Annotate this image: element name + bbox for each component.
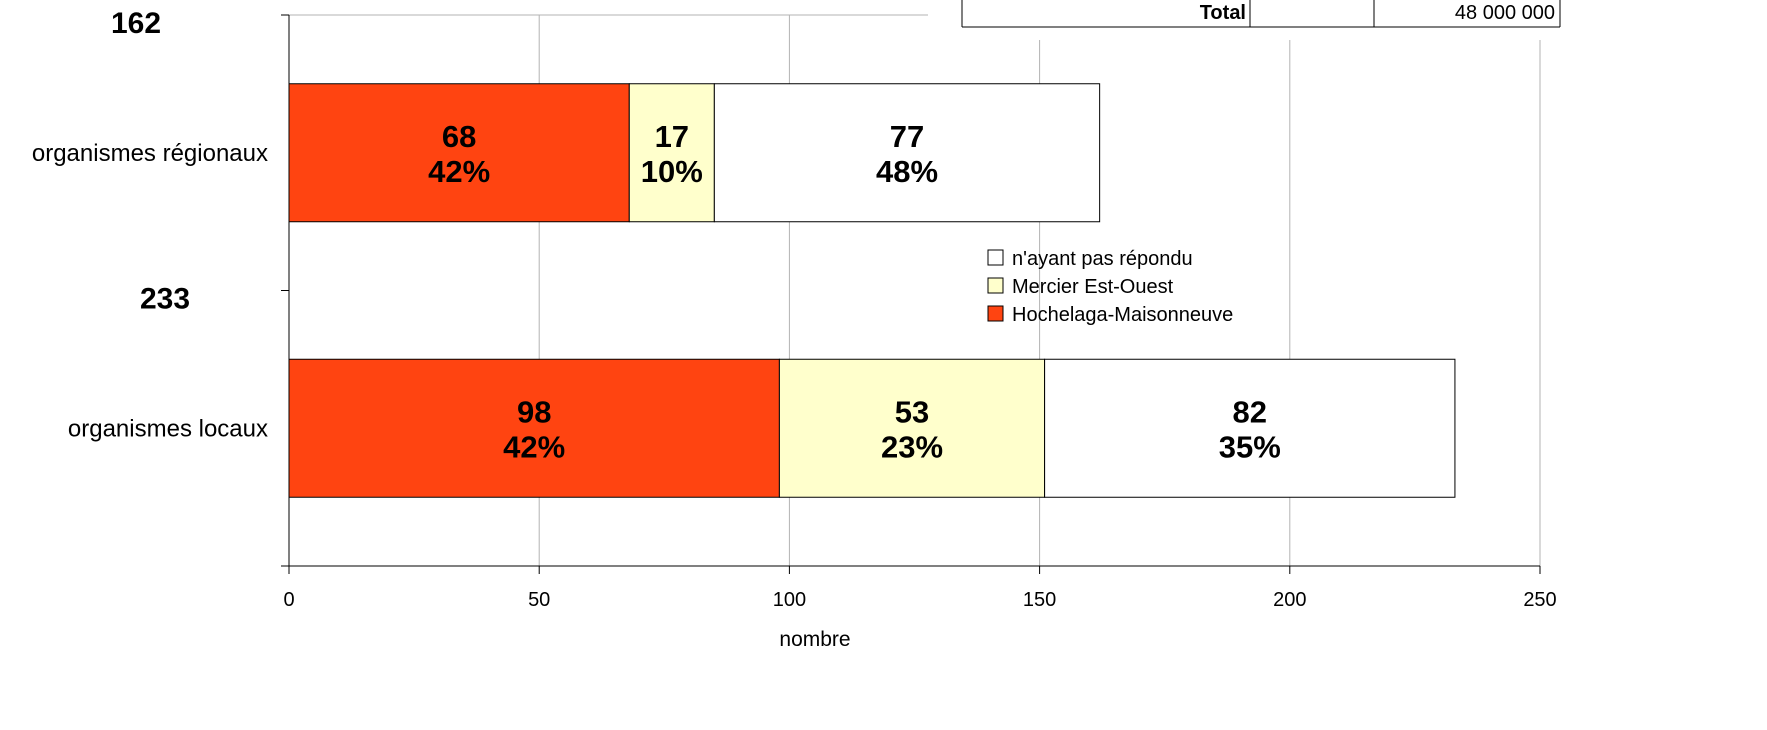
x-tick-label: 0 — [283, 589, 294, 611]
bar-segment — [288, 83, 630, 223]
bar-segment — [778, 358, 1046, 498]
bar-percent-label: 23% — [881, 429, 943, 464]
x-tick-label: 100 — [773, 589, 806, 611]
x-tick-label: 200 — [1273, 589, 1306, 611]
table-total-label: Total — [1200, 2, 1246, 24]
bar-value-label: 77 — [890, 119, 924, 154]
bar-value-label: 98 — [517, 394, 551, 429]
bar-value-label: 17 — [655, 119, 689, 154]
legend-swatch — [987, 249, 1004, 266]
bar-segment — [1044, 358, 1456, 498]
bar-segment — [713, 83, 1101, 223]
bar-percent-label: 42% — [428, 154, 490, 189]
x-tick-label: 250 — [1523, 589, 1556, 611]
category-total-label: 162 — [111, 7, 161, 40]
bar-segment — [288, 358, 780, 498]
x-axis-title: nombre — [779, 628, 850, 651]
bar-percent-label: 48% — [876, 154, 938, 189]
category-total-label: 233 — [140, 283, 190, 316]
table-fragment: Total 48 000 000 — [961, 0, 1561, 28]
legend-label: Hochelaga-Maisonneuve — [1012, 304, 1233, 326]
category-label: organismes régionaux — [32, 140, 268, 167]
bar-value-label: 68 — [442, 119, 476, 154]
bar-percent-label: 10% — [641, 154, 703, 189]
bar-percent-label: 42% — [503, 429, 565, 464]
legend-label: Mercier Est-Ouest — [1012, 276, 1174, 298]
bar-segment — [628, 83, 715, 223]
legend-swatch — [987, 277, 1004, 294]
bar-percent-label: 35% — [1219, 429, 1281, 464]
table-total-value: 48 000 000 — [1455, 2, 1555, 24]
bar-value-label: 82 — [1233, 394, 1267, 429]
axes: 0 50 100 150 200 250 organismes régionaux 162 or… — [32, 7, 1557, 611]
bar-value-label: 53 — [895, 394, 929, 429]
category-label: organismes locaux — [68, 415, 268, 442]
legend-label: n'ayant pas répondu — [1012, 248, 1193, 270]
x-tick-label: 150 — [1023, 589, 1056, 611]
x-tick-label: 50 — [528, 589, 550, 611]
legend: n'ayant pas répondu Mercier Est-Ouest Hoch… — [987, 248, 1233, 326]
legend-swatch — [987, 305, 1004, 322]
